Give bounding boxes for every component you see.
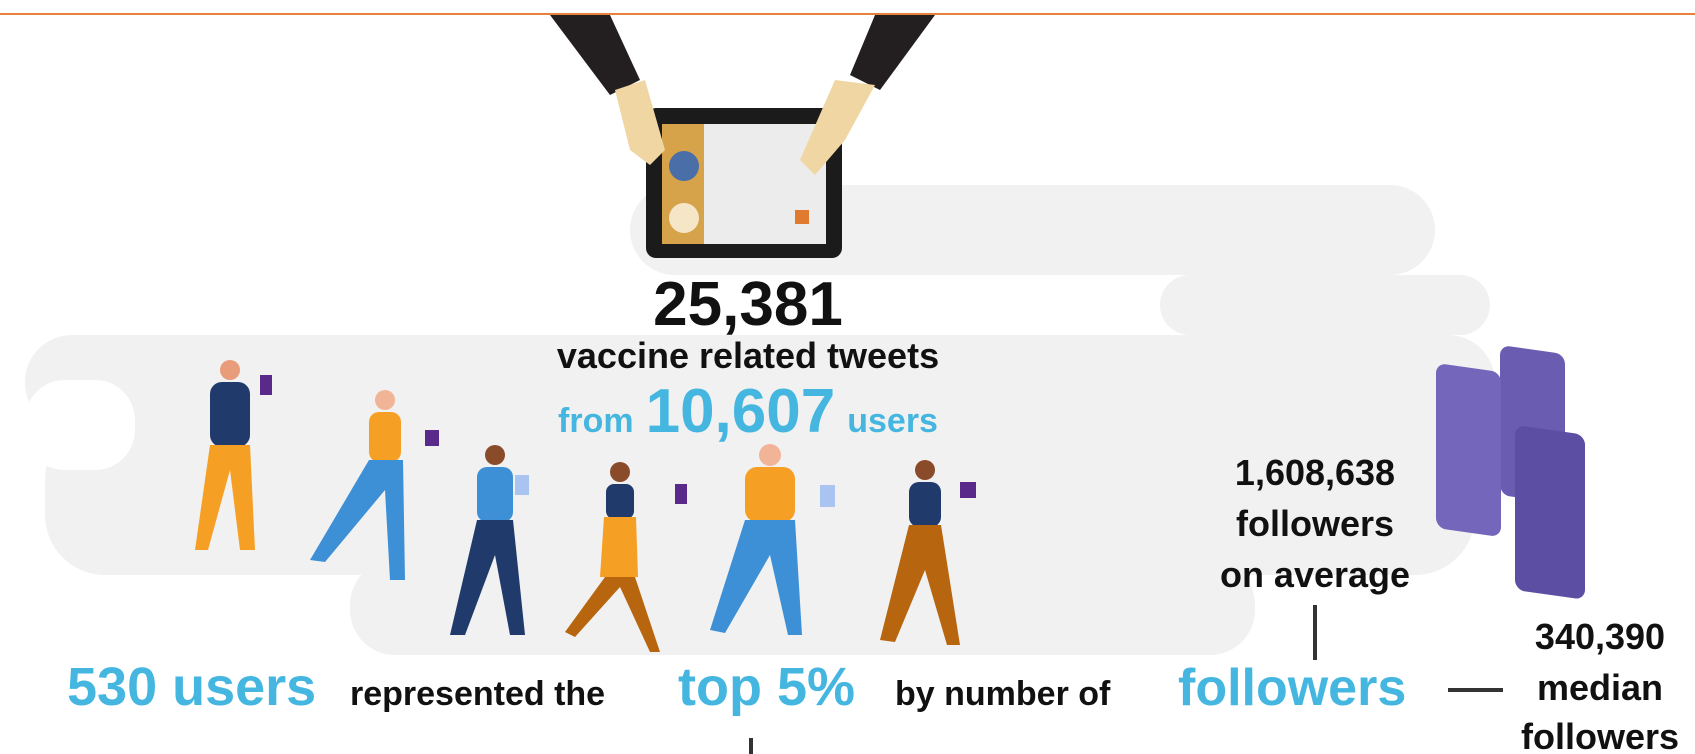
median-line-2: followers [1521,716,1679,754]
top-text-2: by number of [895,675,1111,713]
average-value: 1,608,638 [1235,452,1395,493]
average-line-2: on average [1220,554,1410,595]
top-users: 530 users [67,657,316,717]
average-line-1: followers [1236,503,1394,544]
median-line-1: median [1537,667,1663,708]
infographic: 25,381 vaccine related tweets from 10,607… [0,0,1695,754]
users-count: 10,607 [646,377,836,446]
top-text-1: represented the [350,675,605,713]
median-value: 340,390 [1535,616,1665,657]
tweet-label: vaccine related tweets [557,335,939,376]
phones-illustration [1436,345,1585,600]
top-percent: top 5% [678,657,855,717]
page: {"headline": {"count": "25,381", "label"… [0,0,1695,754]
users-prefix: from [558,402,634,440]
tweet-count: 25,381 [653,270,843,339]
top-followers: followers [1178,659,1406,717]
users-suffix: users [847,402,938,440]
